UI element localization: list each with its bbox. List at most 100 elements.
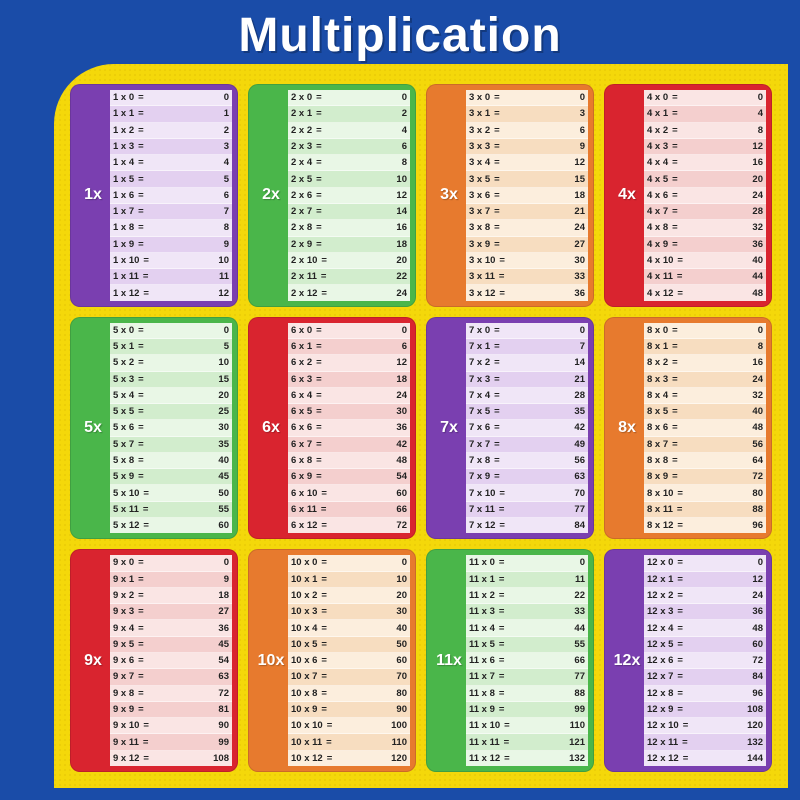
equals-symbol: = [670, 439, 680, 450]
equation-lhs: 9 x 6 [113, 655, 136, 666]
equation-result: 88 [684, 504, 763, 515]
equation-result: 21 [502, 374, 585, 385]
equation-result: 4 [324, 125, 407, 136]
equation-row: 4 x 3=12 [644, 139, 766, 155]
equation-lhs: 5 x 2 [113, 357, 136, 368]
equation-lhs: 4 x 10 [647, 255, 675, 266]
equation-row: 6 x 9=54 [288, 469, 410, 485]
equals-symbol: = [670, 222, 680, 233]
equation-result: 63 [502, 471, 585, 482]
equation-result: 32 [680, 390, 763, 401]
equation-row: 8 x 4=32 [644, 388, 766, 404]
equation-lhs: 10 x 7 [291, 671, 319, 682]
equals-symbol: = [497, 639, 507, 650]
times-table-card-9: 9x9 x 0=09 x 1=99 x 2=189 x 3=279 x 4=36… [70, 549, 238, 772]
equals-symbol: = [319, 574, 329, 585]
equation-row: 5 x 2=10 [110, 355, 232, 371]
equation-row: 9 x 3=27 [110, 604, 232, 620]
equation-result: 77 [506, 504, 585, 515]
equation-lhs: 3 x 12 [469, 288, 497, 299]
equation-row: 7 x 6=42 [466, 420, 588, 436]
equation-row: 7 x 1=7 [466, 339, 588, 355]
equation-result: 40 [146, 455, 229, 466]
equation-result: 84 [685, 671, 763, 682]
equation-result: 60 [329, 655, 407, 666]
times-table-grid: 1x1 x 0=01 x 1=11 x 2=21 x 3=31 x 4=41 x… [70, 84, 772, 772]
equation-lhs: 6 x 11 [291, 504, 319, 515]
equation-result: 12 [502, 157, 585, 168]
equals-symbol: = [670, 108, 680, 119]
equation-row: 12 x 7=84 [644, 669, 766, 685]
equation-lhs: 11 x 11 [469, 737, 502, 748]
equation-lhs: 8 x 9 [647, 471, 670, 482]
equation-row: 12 x 8=96 [644, 686, 766, 702]
equation-result: 49 [502, 439, 585, 450]
equals-symbol: = [675, 639, 685, 650]
equation-row: 12 x 0=0 [644, 555, 766, 571]
equation-lhs: 4 x 4 [647, 157, 670, 168]
equation-result: 5 [146, 341, 229, 352]
equation-row: 4 x 8=32 [644, 220, 766, 236]
equation-row: 8 x 9=72 [644, 469, 766, 485]
equation-lhs: 9 x 5 [113, 639, 136, 650]
equation-row: 12 x 10=120 [644, 718, 766, 734]
equals-symbol: = [675, 688, 685, 699]
equation-result: 0 [502, 325, 585, 336]
equation-result: 84 [507, 520, 585, 531]
times-table-card-12: 12x12 x 0=012 x 1=1212 x 2=2412 x 3=3612… [604, 549, 772, 772]
equals-symbol: = [675, 704, 685, 715]
equation-result: 20 [329, 255, 407, 266]
equation-row: 9 x 10=90 [110, 718, 232, 734]
equation-result: 63 [146, 671, 229, 682]
equation-lhs: 11 x 8 [469, 688, 497, 699]
equals-symbol: = [141, 488, 151, 499]
times-table-card-10: 10x10 x 0=010 x 1=1010 x 2=2010 x 3=3010… [248, 549, 416, 772]
equals-symbol: = [319, 639, 329, 650]
equation-lhs: 3 x 0 [469, 92, 492, 103]
equation-result: 18 [324, 239, 407, 250]
card-rows: 12 x 0=012 x 1=1212 x 2=2412 x 3=3612 x … [644, 555, 766, 766]
equals-symbol: = [325, 720, 335, 731]
equation-lhs: 11 x 12 [469, 753, 502, 764]
times-table-card-4: 4x4 x 0=04 x 1=44 x 2=84 x 3=124 x 4=164… [604, 84, 772, 307]
equals-symbol: = [136, 125, 146, 136]
equation-lhs: 12 x 6 [647, 655, 675, 666]
equation-result: 48 [685, 288, 763, 299]
equation-row: 10 x 11=110 [288, 734, 410, 750]
equation-result: 4 [146, 157, 229, 168]
equation-result: 0 [324, 92, 407, 103]
equation-row: 12 x 2=24 [644, 588, 766, 604]
equals-symbol: = [136, 357, 146, 368]
equation-row: 1 x 7=7 [110, 204, 232, 220]
equals-symbol: = [319, 255, 329, 266]
equation-row: 12 x 3=36 [644, 604, 766, 620]
equation-lhs: 5 x 11 [113, 504, 141, 515]
equation-lhs: 9 x 3 [113, 606, 136, 617]
equation-lhs: 2 x 9 [291, 239, 314, 250]
equals-symbol: = [670, 141, 680, 152]
equals-symbol: = [314, 341, 324, 352]
equation-row: 1 x 5=5 [110, 171, 232, 187]
equation-row: 4 x 11=44 [644, 269, 766, 285]
equation-lhs: 6 x 2 [291, 357, 314, 368]
equation-row: 2 x 0=0 [288, 90, 410, 106]
equals-symbol: = [319, 671, 329, 682]
equation-lhs: 2 x 4 [291, 157, 314, 168]
equation-result: 72 [680, 471, 763, 482]
equation-lhs: 11 x 5 [469, 639, 497, 650]
equation-lhs: 11 x 0 [469, 557, 497, 568]
equation-result: 0 [146, 92, 229, 103]
equation-result: 6 [146, 190, 229, 201]
equation-result: 54 [146, 655, 229, 666]
equation-lhs: 12 x 5 [647, 639, 675, 650]
equals-symbol: = [497, 606, 507, 617]
equation-result: 64 [680, 455, 763, 466]
equation-lhs: 4 x 9 [647, 239, 670, 250]
equation-row: 5 x 1=5 [110, 339, 232, 355]
equation-row: 9 x 5=45 [110, 637, 232, 653]
equation-result: 3 [502, 108, 585, 119]
equation-row: 2 x 9=18 [288, 237, 410, 253]
equals-symbol: = [136, 455, 146, 466]
equals-symbol: = [136, 422, 146, 433]
equation-lhs: 2 x 3 [291, 141, 314, 152]
